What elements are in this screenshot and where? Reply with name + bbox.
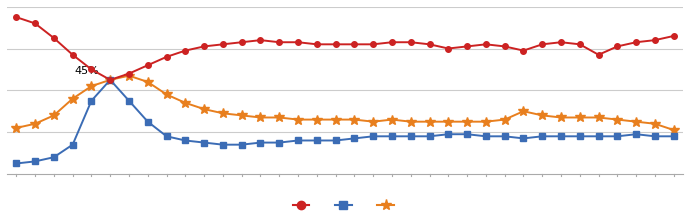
Legend: , , : , , (288, 196, 402, 215)
Text: 45%: 45% (75, 66, 99, 76)
